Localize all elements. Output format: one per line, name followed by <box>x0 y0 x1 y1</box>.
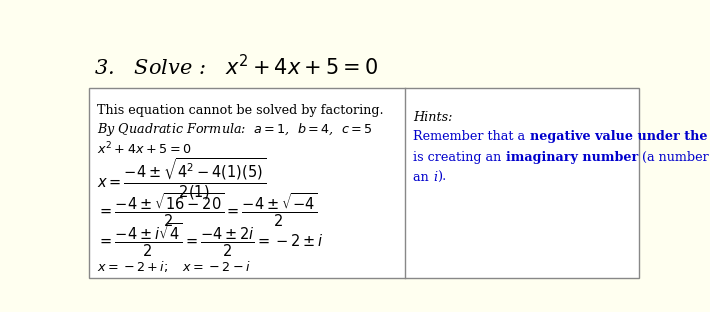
Text: $x^2 + 4x + 5 = 0$: $x^2 + 4x + 5 = 0$ <box>97 140 192 157</box>
Text: negative value under the radical: negative value under the radical <box>530 130 710 143</box>
Text: 3.   Solve :   $x^2 + 4x + 5 = 0$: 3. Solve : $x^2 + 4x + 5 = 0$ <box>94 54 378 80</box>
Text: imaginary number: imaginary number <box>506 150 638 163</box>
Text: This equation cannot be solved by factoring.: This equation cannot be solved by factor… <box>97 104 383 117</box>
Text: i: i <box>433 171 437 184</box>
Text: $= \dfrac{-4 \pm \sqrt{16 - 20}}{2} = \dfrac{-4 \pm \sqrt{-4}}{2}$: $= \dfrac{-4 \pm \sqrt{16 - 20}}{2} = \d… <box>97 192 317 229</box>
Text: By Quadratic Formula:  $a = 1$,  $b = 4$,  $c = 5$: By Quadratic Formula: $a = 1$, $b = 4$, … <box>97 121 373 138</box>
Text: $= \dfrac{-4 \pm i\sqrt{4}}{2} = \dfrac{-4 \pm 2i}{2} = -2 \pm i$: $= \dfrac{-4 \pm i\sqrt{4}}{2} = \dfrac{… <box>97 222 324 259</box>
Text: (a number with: (a number with <box>638 150 710 163</box>
Text: $x = -2 + i; \quad x = -2 - i$: $x = -2 + i; \quad x = -2 - i$ <box>97 259 251 274</box>
Text: is creating an: is creating an <box>413 150 506 163</box>
Text: $x = \dfrac{-4 \pm \sqrt{4^2 - 4(1)(5)}}{2(1)}$: $x = \dfrac{-4 \pm \sqrt{4^2 - 4(1)(5)}}… <box>97 156 266 202</box>
Text: ).: ). <box>437 171 447 184</box>
Text: Hints:: Hints: <box>413 111 453 124</box>
Text: an: an <box>413 171 433 184</box>
Bar <box>89 88 639 278</box>
Text: Remember that a: Remember that a <box>413 130 530 143</box>
